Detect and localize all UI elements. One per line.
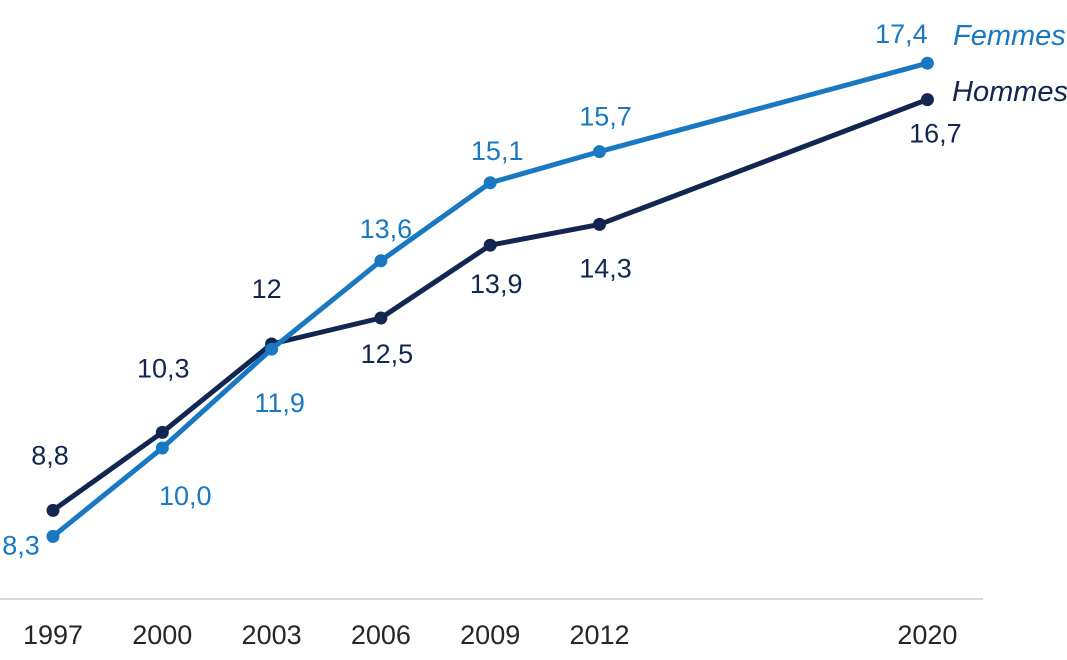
value-label-femmes-2003: 11,9	[254, 388, 305, 418]
x-tick-2012: 2012	[569, 620, 629, 650]
point-femmes-2003	[265, 342, 279, 356]
value-label-femmes-2006: 13,6	[360, 214, 413, 244]
x-tick-1997: 1997	[23, 620, 83, 650]
x-tick-2020: 2020	[897, 620, 957, 650]
point-femmes-2020	[920, 56, 934, 70]
value-label-hommes-2006: 12,5	[361, 339, 414, 369]
series-line-femmes	[50, 60, 930, 539]
value-label-femmes-2000: 10,0	[159, 481, 212, 511]
value-label-femmes-2012: 15,7	[579, 102, 632, 132]
point-femmes-2000	[155, 441, 169, 455]
point-hommes-2006	[374, 311, 388, 325]
point-hommes-2000	[155, 425, 169, 439]
value-label-hommes-2012: 14,3	[579, 253, 632, 283]
value-label-femmes-1997: 8,3	[2, 530, 40, 560]
point-hommes-2012	[593, 217, 606, 231]
value-label-hommes-2020: 16,7	[909, 119, 962, 149]
value-label-femmes-2020: 17,4	[875, 19, 928, 49]
value-label-hommes-2009: 13,9	[470, 269, 523, 299]
point-femmes-2006	[374, 254, 388, 268]
point-femmes-2012	[593, 145, 606, 159]
point-femmes-2009	[483, 176, 497, 190]
point-hommes-2020	[920, 93, 934, 107]
x-tick-2003: 2003	[242, 620, 302, 650]
point-hommes-2009	[483, 238, 497, 252]
value-label-hommes-2003: 12	[252, 274, 282, 304]
x-tick-2000: 2000	[132, 620, 192, 650]
x-tick-2009: 2009	[460, 620, 520, 650]
point-hommes-1997	[46, 503, 60, 517]
point-femmes-1997	[46, 529, 60, 543]
value-label-hommes-2000: 10,3	[137, 353, 190, 383]
series-label-femmes: Femmes	[953, 20, 1066, 52]
x-tick-2006: 2006	[351, 620, 411, 650]
value-label-hommes-1997: 8,8	[31, 440, 69, 470]
series-label-hommes: Hommes	[952, 76, 1067, 108]
value-label-femmes-2009: 15,1	[471, 136, 524, 166]
